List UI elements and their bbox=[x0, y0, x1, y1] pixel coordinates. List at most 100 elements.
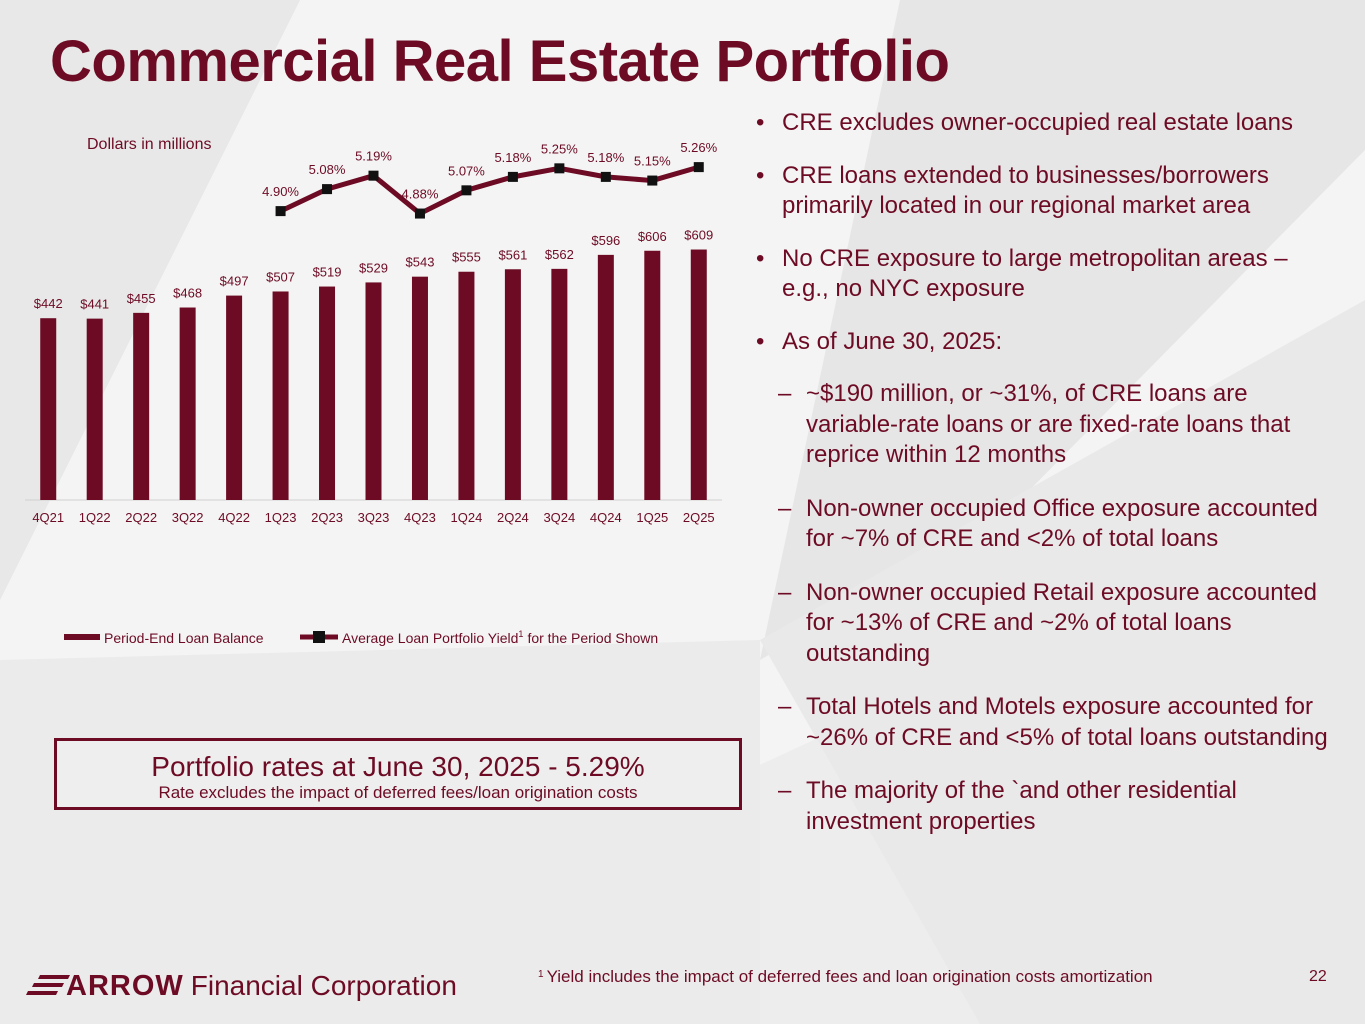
yield-marker bbox=[647, 175, 658, 186]
logo-company-name: Financial Corporation bbox=[190, 970, 457, 1001]
sub-bullet-text: Non-owner occupied Retail exposure accou… bbox=[806, 578, 1317, 667]
yield-marker bbox=[600, 171, 611, 182]
sub-bullet-text: ~$190 million, or ~31%, of CRE loans are… bbox=[806, 380, 1291, 468]
bar bbox=[179, 307, 196, 500]
dash: – bbox=[778, 693, 792, 720]
page-number: 22 bbox=[1309, 968, 1327, 985]
legend-line-label: Average Loan Portfolio Yield1 for the Per… bbox=[342, 629, 658, 646]
portfolio-rate-callout: Portfolio rates at June 30, 2025 - 5.29%… bbox=[54, 738, 742, 810]
x-tick-label: 4Q21 bbox=[32, 510, 64, 525]
x-tick-label: 2Q23 bbox=[311, 510, 343, 525]
bar bbox=[133, 312, 150, 500]
sub-bullet-item: – ~$190 million, or ~31%, of CRE loans ar… bbox=[756, 379, 1336, 471]
yield-marker bbox=[693, 162, 704, 173]
sub-bullet-item: – Non-owner occupied Office exposure acco… bbox=[756, 494, 1336, 555]
bar-series bbox=[40, 249, 707, 500]
bar bbox=[458, 271, 475, 500]
legend-line-suffix: for the Period Shown bbox=[527, 630, 658, 646]
bar-label: $609 bbox=[684, 228, 713, 243]
yield-data-labels: 4.90% 5.08% 5.19% 4.88% 5.07% 5.18% 5.25% 5.18%… bbox=[262, 140, 718, 201]
bar-label: $606 bbox=[638, 229, 667, 244]
x-tick-label: 4Q23 bbox=[404, 510, 436, 525]
legend-bar-label: Period-End Loan Balance bbox=[104, 630, 264, 646]
yield-label: 4.88% bbox=[402, 187, 439, 202]
bar-label: $441 bbox=[80, 297, 109, 312]
bar bbox=[411, 276, 428, 500]
sub-bullet-item: – Non-owner occupied Retail exposure acco… bbox=[756, 578, 1336, 670]
yield-label: 5.19% bbox=[355, 149, 392, 164]
chart-legend: Period-End Loan Balance Average Loan Por… bbox=[64, 629, 658, 646]
bullet-item: CRE excludes owner-occupied real estate … bbox=[756, 108, 1336, 139]
yield-marker bbox=[507, 171, 518, 182]
bar-data-labels: $442 $441 $455 $468 $497 $507 $519 $529 $543 $555… bbox=[34, 228, 713, 312]
yield-label: 5.08% bbox=[309, 162, 346, 177]
bar bbox=[319, 286, 336, 500]
bullet-item: No CRE exposure to large metropolitan ar… bbox=[756, 244, 1336, 305]
yield-label: 5.25% bbox=[541, 141, 578, 156]
bar bbox=[86, 318, 103, 500]
yield-line bbox=[279, 164, 700, 217]
yield-marker bbox=[322, 184, 333, 195]
x-tick-labels: 4Q21 1Q22 2Q22 3Q22 4Q22 1Q23 2Q23 3Q23 4Q23 1Q24… bbox=[32, 510, 714, 525]
dash: – bbox=[778, 494, 792, 522]
sub-bullet-text: Non-owner occupied Office exposure accou… bbox=[806, 494, 1318, 553]
bar-label: $507 bbox=[266, 269, 295, 284]
bar-label: $468 bbox=[173, 286, 202, 301]
sub-bullet-text: The majority of the `and other residenti… bbox=[806, 777, 1237, 835]
bar-label: $442 bbox=[34, 296, 63, 311]
bar-label: $596 bbox=[591, 233, 620, 248]
footnote: 1 Yield includes the impact of deferred f… bbox=[538, 967, 1153, 987]
bar-label: $543 bbox=[406, 255, 435, 270]
bar-label: $497 bbox=[220, 274, 249, 289]
bar-label: $455 bbox=[127, 291, 156, 306]
x-tick-label: 2Q22 bbox=[125, 510, 157, 525]
logo-wordmark: ARROW bbox=[66, 969, 184, 1002]
yield-marker bbox=[554, 163, 565, 174]
bullet-item: CRE loans extended to businesses/borrowe… bbox=[756, 161, 1336, 222]
bar bbox=[226, 295, 243, 500]
yield-marker bbox=[461, 185, 472, 196]
yield-label: 5.18% bbox=[587, 150, 624, 165]
bar-label: $561 bbox=[498, 247, 527, 262]
x-tick-label: 2Q25 bbox=[683, 510, 715, 525]
bar-label: $519 bbox=[313, 265, 342, 280]
bar-label: $555 bbox=[452, 250, 481, 265]
x-tick-label: 2Q24 bbox=[497, 510, 529, 525]
x-tick-label: 1Q24 bbox=[451, 510, 483, 525]
yield-marker bbox=[275, 206, 286, 217]
legend-footnote-marker: 1 bbox=[518, 629, 523, 639]
x-tick-label: 3Q23 bbox=[358, 510, 390, 525]
bar bbox=[644, 250, 661, 500]
cre-portfolio-chart: Dollars in millions $442 $441 $455 $468 $497… bbox=[25, 136, 722, 646]
bar bbox=[551, 268, 568, 500]
bar-label: $562 bbox=[545, 247, 574, 262]
x-tick-label: 1Q23 bbox=[265, 510, 297, 525]
bar bbox=[272, 291, 289, 500]
dash: – bbox=[778, 777, 792, 804]
x-tick-label: 4Q24 bbox=[590, 510, 622, 525]
yield-label: 5.07% bbox=[448, 163, 485, 178]
bar bbox=[690, 249, 707, 500]
page-title: Commercial Real Estate Portfolio bbox=[50, 29, 950, 94]
x-tick-label: 4Q22 bbox=[218, 510, 250, 525]
sub-bullet-item: – Total Hotels and Motels exposure accoun… bbox=[756, 692, 1336, 753]
bar bbox=[40, 318, 57, 500]
dash: – bbox=[778, 578, 792, 606]
bar bbox=[504, 269, 521, 500]
bar bbox=[365, 282, 382, 500]
legend-bar-swatch bbox=[64, 634, 100, 640]
bullet-list: CRE excludes owner-occupied real estate … bbox=[756, 108, 1336, 860]
company-logo: ARROW Financial Corporation bbox=[26, 968, 457, 1004]
bar bbox=[597, 254, 614, 500]
legend-line-marker bbox=[313, 631, 325, 643]
yield-label: 4.90% bbox=[262, 184, 299, 199]
yield-marker bbox=[414, 208, 425, 219]
yield-marker bbox=[368, 170, 379, 181]
yield-label: 5.18% bbox=[494, 150, 531, 165]
x-tick-label: 1Q22 bbox=[79, 510, 111, 525]
yield-label: 5.15% bbox=[634, 154, 671, 169]
bar-label: $529 bbox=[359, 260, 388, 275]
sub-bullet-text: Total Hotels and Motels exposure account… bbox=[806, 693, 1328, 751]
callout-sub: Rate excludes the impact of deferred fee… bbox=[158, 783, 638, 802]
callout-main: Portfolio rates at June 30, 2025 - 5.29% bbox=[151, 751, 645, 782]
